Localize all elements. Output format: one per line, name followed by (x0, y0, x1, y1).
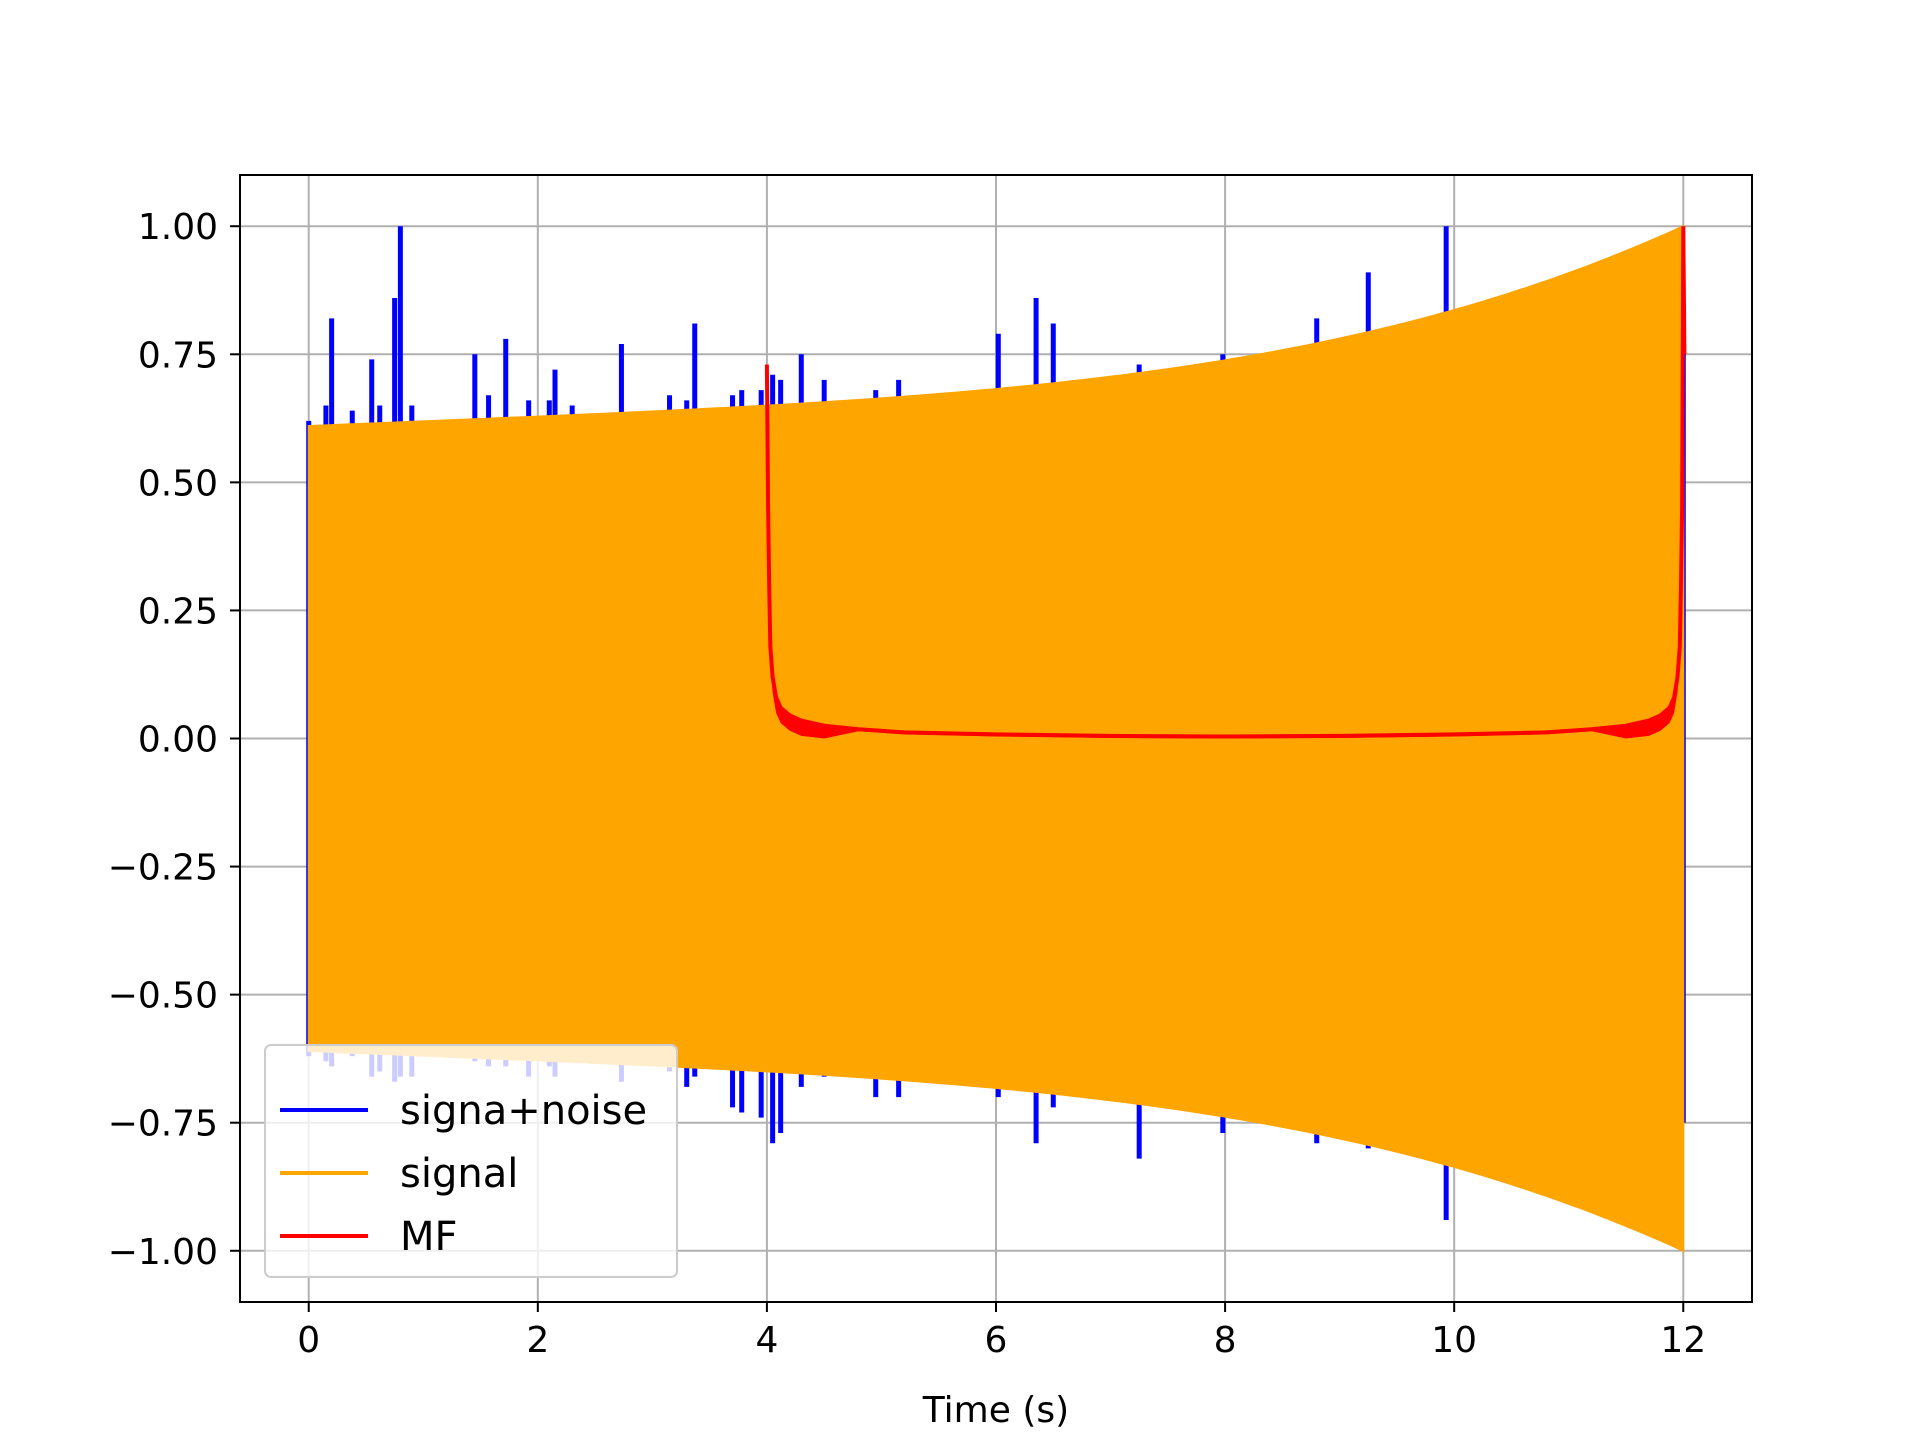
x-axis-label: Time (s) (922, 1390, 1069, 1431)
x-tick-label-4: 8 (1214, 1320, 1237, 1361)
x-tick-label-5: 10 (1431, 1320, 1477, 1361)
y-tick-label-0: 1.00 (138, 207, 218, 248)
legend-entry-signal-noise: signa+noise (280, 1088, 647, 1134)
y-tick-label-2: 0.50 (138, 463, 218, 504)
y-axis: 1.00 0.75 0.50 0.25 0.00 −0.25 −0.50 −0.75 −1.00 (108, 207, 240, 1273)
series-mf (764, 226, 1687, 739)
legend-label-signal: signal (400, 1151, 518, 1197)
y-tick-label-8: −1.00 (108, 1232, 218, 1273)
legend-label-signal-noise: signa+noise (400, 1088, 647, 1134)
y-tick-label-5: −0.25 (108, 848, 218, 889)
y-tick-label-4: 0.00 (138, 720, 218, 761)
y-tick-label-3: 0.25 (138, 591, 218, 632)
y-tick-label-1: 0.75 (138, 335, 218, 376)
legend-label-mf: MF (400, 1214, 458, 1260)
x-tick-label-2: 4 (755, 1320, 778, 1361)
x-tick-label-3: 6 (985, 1320, 1008, 1361)
legend-entry-mf: MF (280, 1214, 458, 1260)
y-tick-label-6: −0.50 (108, 976, 218, 1017)
x-tick-label-0: 0 (297, 1320, 320, 1361)
legend-entry-signal: signal (280, 1151, 518, 1197)
y-tick-label-7: −0.75 (108, 1104, 218, 1145)
x-tick-label-1: 2 (526, 1320, 549, 1361)
plot-layer (306, 224, 1687, 1253)
mf-line (764, 226, 1687, 739)
x-tick-label-6: 12 (1660, 1320, 1706, 1361)
legend: signa+noise signal MF (264, 1044, 678, 1278)
legend-box (264, 1044, 678, 1278)
x-axis: 0 2 4 6 8 10 12 (297, 1302, 1706, 1361)
